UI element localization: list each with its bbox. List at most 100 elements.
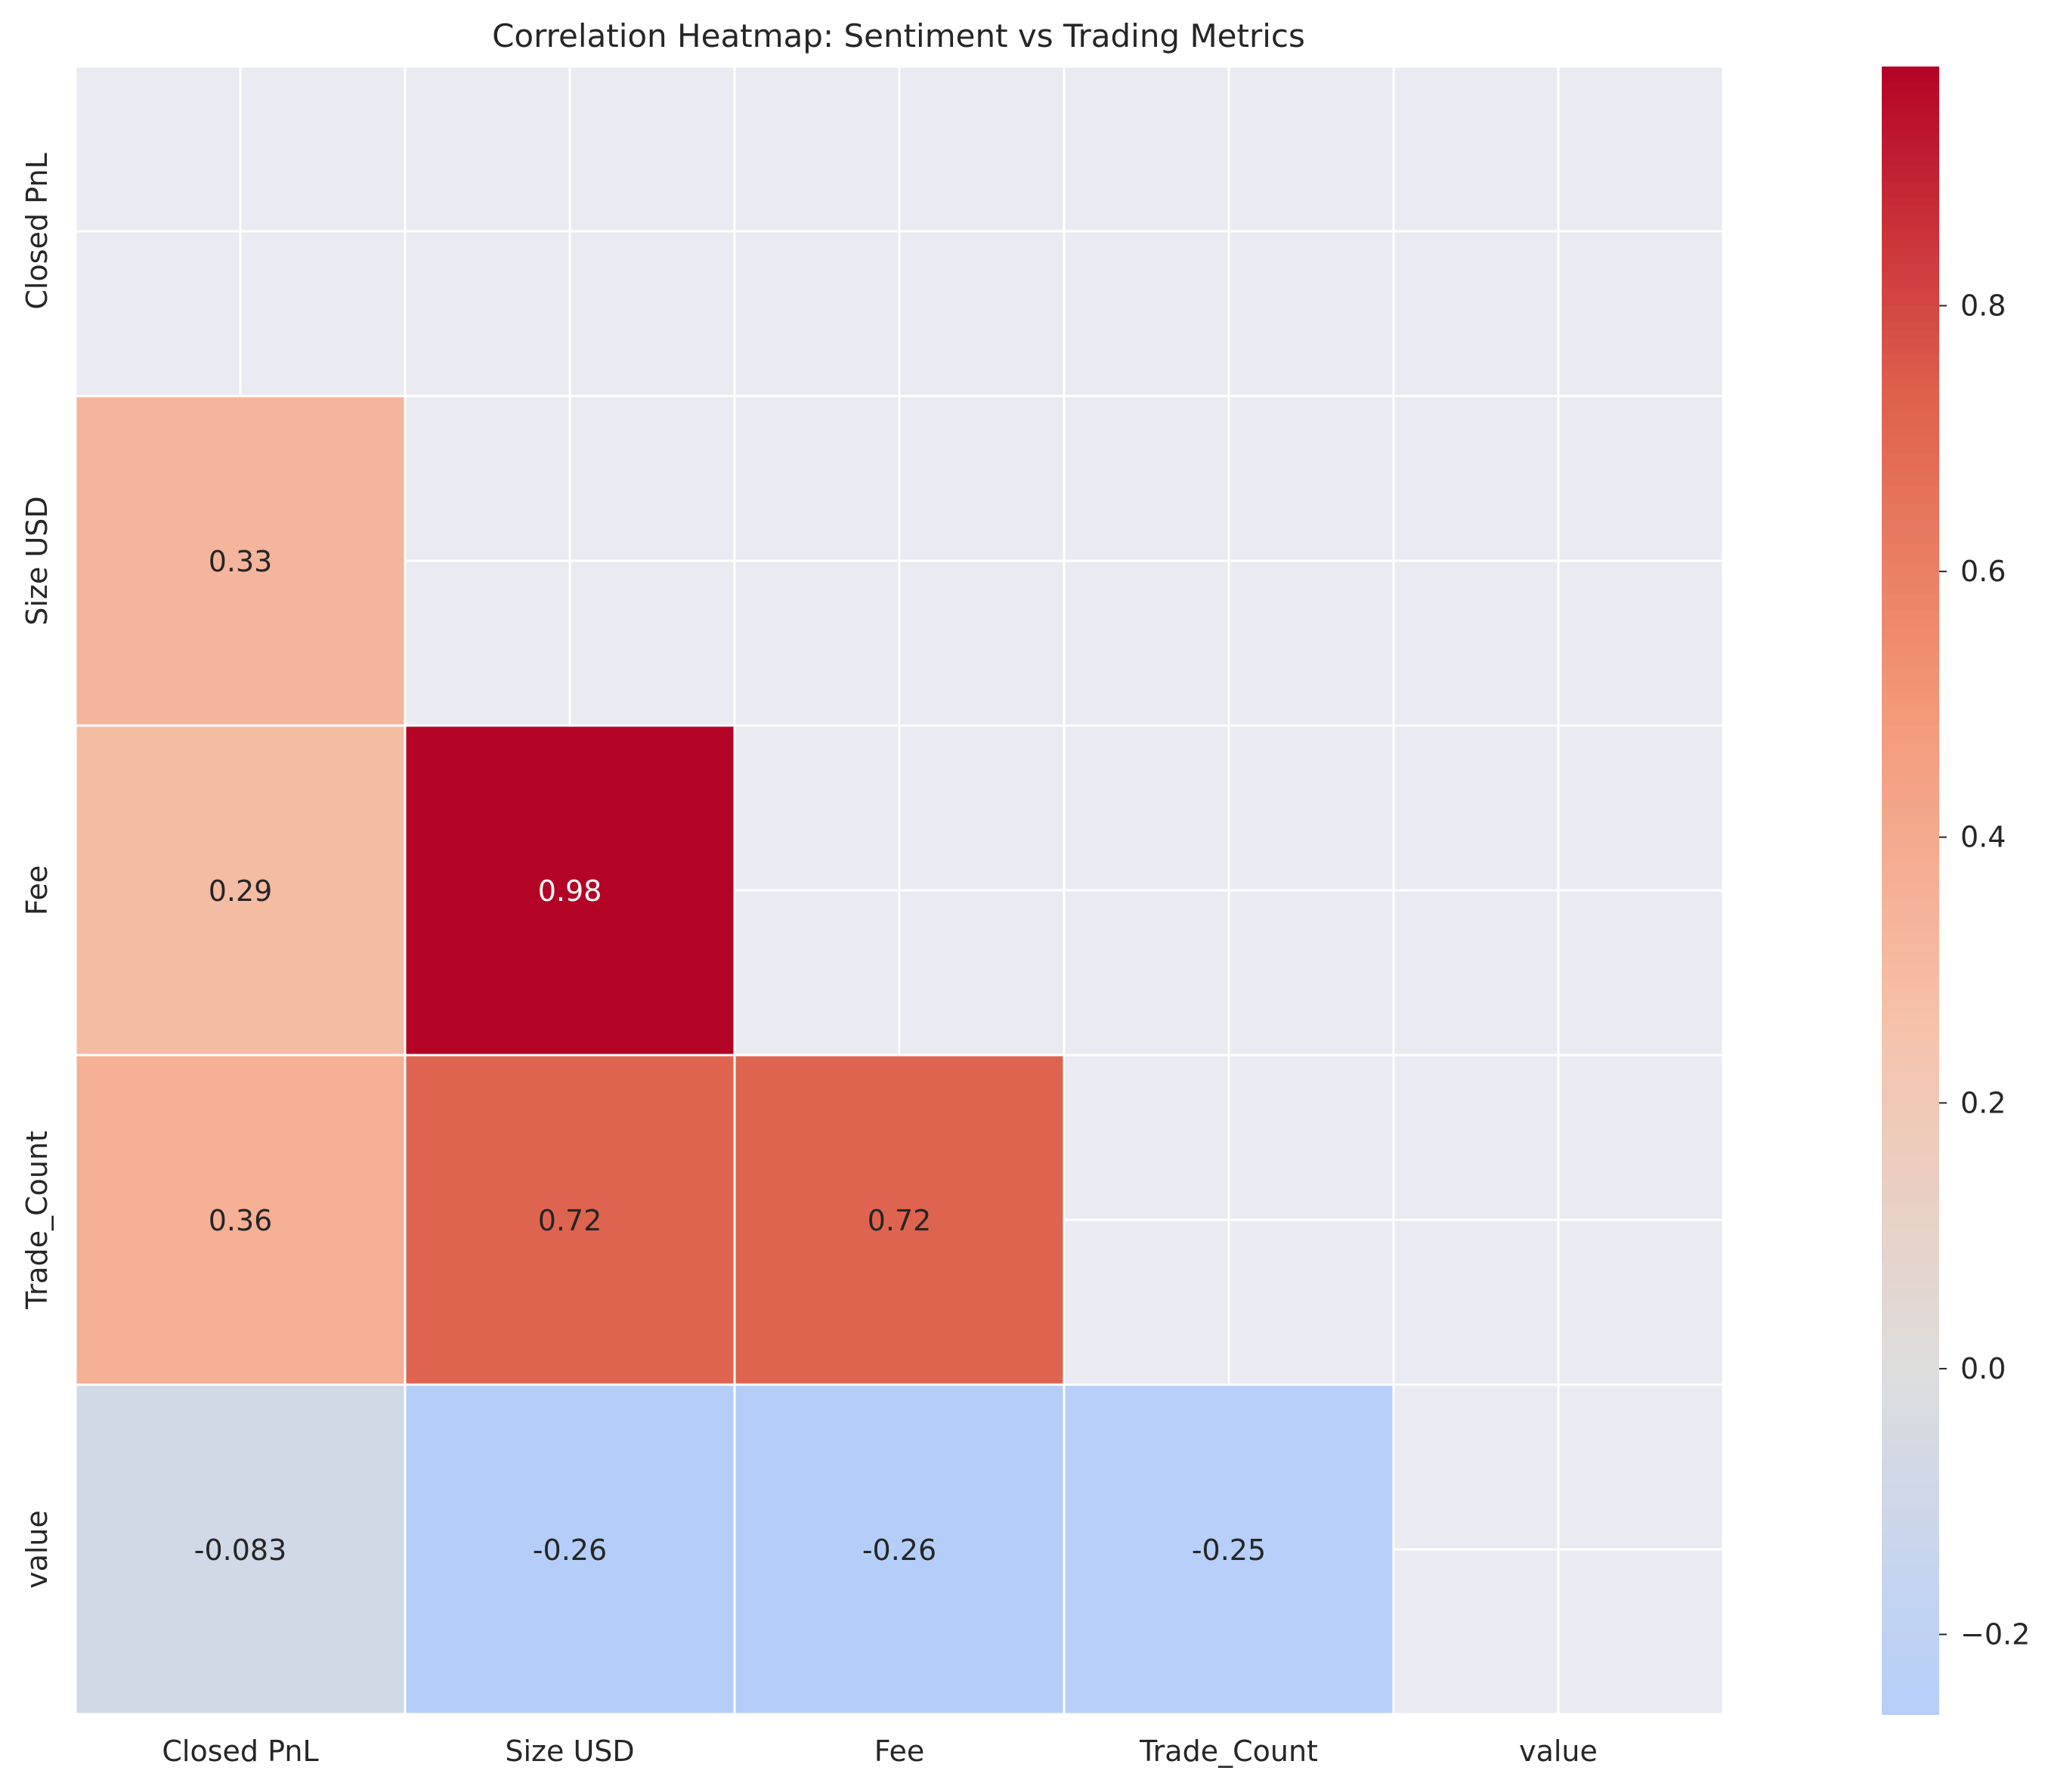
colorbar-segment [1882, 741, 1939, 751]
colorbar-segment [1882, 1425, 1939, 1435]
colorbar-segment [1882, 1071, 1939, 1081]
colorbar-segment [1882, 1227, 1939, 1237]
colorbar-segment [1882, 289, 1939, 299]
colorbar-segment [1882, 330, 1939, 339]
colorbar-segment [1882, 1582, 1939, 1592]
colorbar-segment [1882, 635, 1939, 644]
colorbar-segment [1882, 577, 1939, 587]
colorbar-segment [1882, 445, 1939, 455]
colorbar-segment [1882, 1005, 1939, 1015]
colorbar-segment [1882, 783, 1939, 793]
colorbar-segment [1882, 1376, 1939, 1385]
colorbar-segment [1882, 840, 1939, 850]
colorbar-segment [1882, 989, 1939, 998]
colorbar-segment [1882, 1706, 1939, 1715]
heatmap-cell-value-closed-pnl [74, 1383, 407, 1716]
colorbar-segment [1882, 874, 1939, 884]
colorbar-segment [1882, 923, 1939, 933]
heatmap-cell-trade-count-size-usd [404, 1054, 736, 1386]
colorbar-tick-label: 0.0 [1960, 1352, 2006, 1385]
colorbar-segment [1882, 791, 1939, 801]
colorbar-segment [1882, 519, 1939, 529]
colorbar-segment [1882, 1326, 1939, 1336]
colorbar-segment [1882, 1104, 1939, 1114]
colorbar-segment [1882, 931, 1939, 941]
colorbar-segment [1882, 1599, 1939, 1608]
heatmap-cell-fee-size-usd [404, 724, 736, 1057]
x-tick-label: Fee [874, 1735, 925, 1768]
colorbar-segment [1882, 363, 1939, 373]
colorbar-segment [1882, 1022, 1939, 1032]
colorbar-segment [1882, 800, 1939, 809]
colorbar-segment [1882, 1491, 1939, 1501]
colorbar-segment [1882, 676, 1939, 686]
colorbar-tick-label: 0.4 [1960, 821, 2006, 854]
cell-value-label: -0.26 [862, 1534, 936, 1567]
colorbar-segment [1882, 206, 1939, 216]
colorbar-segment [1882, 1162, 1939, 1171]
colorbar-segment [1882, 198, 1939, 208]
colorbar-segment [1882, 651, 1939, 661]
colorbar-segment [1882, 165, 1939, 175]
colorbar-segment [1882, 1673, 1939, 1682]
colorbar-segment [1882, 544, 1939, 554]
colorbar-segment [1882, 371, 1939, 381]
cell-value-label: 0.72 [868, 1204, 932, 1237]
colorbar-segment [1882, 1483, 1939, 1493]
colorbar-segment [1882, 1607, 1939, 1617]
colorbar-segment [1882, 1574, 1939, 1583]
colorbar-tick-label: 0.2 [1960, 1086, 2006, 1119]
colorbar-segment [1882, 1055, 1939, 1064]
colorbar-segment [1882, 470, 1939, 479]
colorbar-segment [1882, 684, 1939, 694]
colorbar-segment [1882, 1252, 1939, 1262]
colorbar-segment [1882, 1129, 1939, 1138]
colorbar-segment [1882, 215, 1939, 224]
colorbar-segment [1882, 1392, 1939, 1402]
colorbar-segment [1882, 404, 1939, 413]
colorbar-segment [1882, 1385, 1939, 1394]
colorbar-segment [1882, 568, 1939, 578]
colorbar-segment [1882, 338, 1939, 348]
colorbar-segment [1882, 190, 1939, 200]
colorbar-segment [1882, 494, 1939, 504]
colorbar-tick-label: 0.6 [1960, 555, 2006, 588]
colorbar-segment [1882, 692, 1939, 702]
colorbar-segment [1882, 255, 1939, 265]
heatmap-cell-value-fee [733, 1383, 1066, 1716]
colorbar-segment [1882, 99, 1939, 109]
colorbar-segment [1882, 602, 1939, 611]
cell-value-label: 0.33 [209, 545, 273, 578]
colorbar-segment [1882, 1549, 1939, 1558]
colorbar-segment [1882, 1689, 1939, 1699]
colorbar-segment [1882, 354, 1939, 364]
colorbar-segment [1882, 321, 1939, 331]
colorbar: −0.2 0.0 0.2 0.4 0.6 0.8 [1882, 67, 2030, 1715]
colorbar-segment [1882, 1335, 1939, 1345]
cell-value-label: 0.29 [209, 874, 273, 908]
colorbar-tick-label: −0.2 [1960, 1618, 2030, 1651]
colorbar-segment [1882, 1145, 1939, 1155]
colorbar-segment [1882, 453, 1939, 463]
colorbar-segment [1882, 437, 1939, 447]
colorbar-segment [1882, 1368, 1939, 1378]
colorbar-segment [1882, 956, 1939, 966]
colorbar-segment [1882, 223, 1939, 232]
colorbar-segment [1882, 156, 1939, 166]
colorbar-segment [1882, 478, 1939, 487]
colorbar-segment [1882, 1623, 1939, 1633]
colorbar-segment [1882, 906, 1939, 916]
colorbar-segment [1882, 593, 1939, 603]
colorbar-segment [1882, 1294, 1939, 1303]
colorbar-segment [1882, 511, 1939, 521]
colorbar-segment [1882, 627, 1939, 636]
colorbar-segment [1882, 1079, 1939, 1089]
colorbar-segment [1882, 412, 1939, 422]
heatmap-cell-fee-closed-pnl [74, 724, 407, 1057]
heatmap-cell-trade-count-closed-pnl [74, 1054, 407, 1386]
colorbar-segment [1882, 1277, 1939, 1287]
heatmap-cell-size-usd-closed-pnl [74, 395, 407, 727]
colorbar-segment [1882, 346, 1939, 356]
